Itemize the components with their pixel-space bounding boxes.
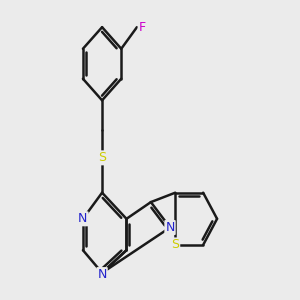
Text: N: N xyxy=(165,221,175,234)
Text: N: N xyxy=(78,212,88,225)
Text: N: N xyxy=(98,268,107,281)
Text: F: F xyxy=(139,21,146,34)
Text: S: S xyxy=(98,151,106,164)
Text: S: S xyxy=(171,238,179,251)
